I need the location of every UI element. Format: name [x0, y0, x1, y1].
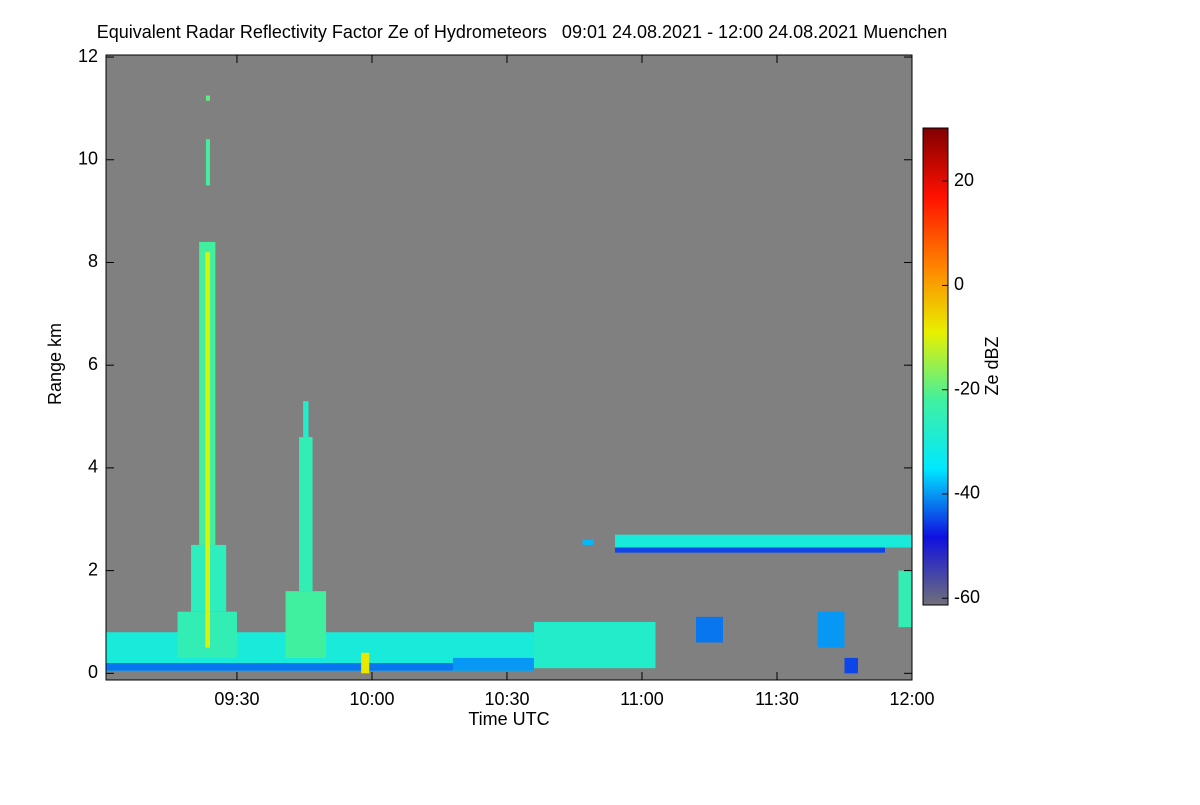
- heat-cell: [533, 621, 656, 669]
- heat-cell: [361, 652, 370, 674]
- x-axis-label: Time UTC: [468, 709, 549, 729]
- heat-cell: [898, 570, 912, 628]
- heat-cell: [285, 591, 327, 658]
- heat-cell: [452, 657, 534, 671]
- y-tick-label: 0: [88, 662, 98, 682]
- y-axis-label: Range km: [45, 323, 65, 405]
- plot-frame: [105, 54, 913, 681]
- heat-cell: [817, 611, 845, 648]
- heat-cell: [582, 539, 594, 545]
- colorbar-tick-label: 20: [954, 170, 974, 190]
- x-tick-label: 11:00: [620, 689, 664, 709]
- x-tick-label: 11:30: [755, 689, 799, 709]
- heat-cell: [106, 663, 453, 671]
- x-tick-label: 10:30: [484, 689, 529, 709]
- heat-cell: [205, 252, 210, 648]
- heat-cell: [614, 547, 885, 553]
- heat-cell: [205, 139, 210, 186]
- colorbar-tick-label: -60: [954, 587, 980, 607]
- heat-cell: [695, 616, 723, 643]
- heat-cell: [303, 401, 309, 438]
- x-tick-label: 12:00: [889, 689, 934, 709]
- colorbar-tick-label: 0: [954, 274, 964, 294]
- colorbar-tick-label: -40: [954, 483, 980, 503]
- heat-cell: [299, 437, 313, 592]
- y-tick-label: 4: [88, 457, 98, 477]
- colorbar-tick-label: -20: [954, 378, 980, 398]
- heat-cell: [205, 95, 210, 101]
- x-tick-label: 10:00: [349, 689, 394, 709]
- y-tick-label: 6: [88, 354, 98, 374]
- heat-cell: [614, 534, 912, 548]
- y-tick-label: 8: [88, 251, 98, 271]
- y-tick-label: 12: [78, 46, 98, 66]
- cells: [106, 95, 912, 674]
- chart-title: Equivalent Radar Reflectivity Factor Ze …: [97, 22, 948, 42]
- plot-background: [106, 55, 912, 680]
- y-tick-label: 10: [78, 149, 98, 169]
- y-tick-label: 2: [88, 559, 98, 579]
- colorbar-label: Ze dBZ: [982, 336, 1002, 395]
- colorbar: [922, 127, 949, 606]
- heat-cell: [844, 657, 858, 674]
- x-tick-label: 09:30: [214, 689, 259, 709]
